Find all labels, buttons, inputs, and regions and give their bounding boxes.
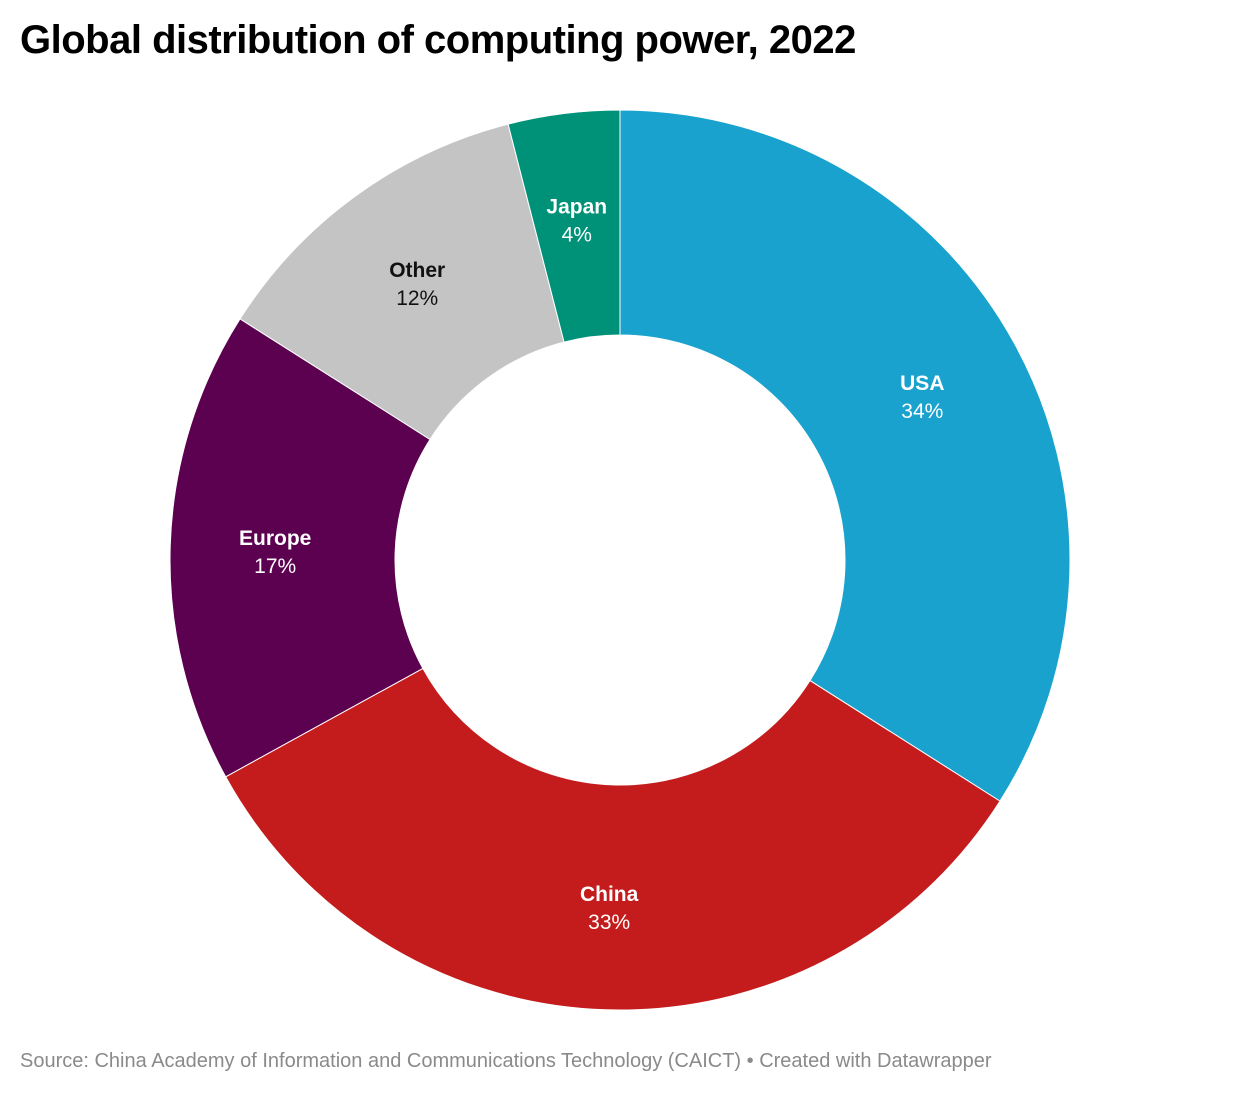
slice-value-other: 12% (396, 287, 438, 310)
source-footer: Source: China Academy of Information and… (20, 1050, 992, 1072)
slice-usa (619, 109, 1071, 802)
slice-value-europe: 17% (254, 555, 296, 578)
slice-label-other: Other (389, 259, 445, 282)
slice-other (239, 123, 565, 441)
slice-label-china: China (580, 883, 639, 906)
slice-label-japan: Japan (546, 196, 607, 219)
slice-value-usa: 34% (901, 400, 943, 423)
slice-japan (507, 109, 621, 343)
donut-labels: USA 34% China 33% Europe 17% Other 12% Japan 4% (239, 196, 944, 934)
slice-value-china: 33% (588, 911, 630, 934)
slice-label-europe: Europe (239, 527, 311, 550)
chart-title: Global distribution of computing power, … (20, 18, 856, 62)
slice-value-japan: 4% (562, 224, 592, 247)
slice-china (224, 667, 1001, 1011)
slice-label-usa: USA (900, 372, 944, 395)
slice-europe (169, 318, 431, 778)
donut-slices (169, 109, 1071, 1011)
